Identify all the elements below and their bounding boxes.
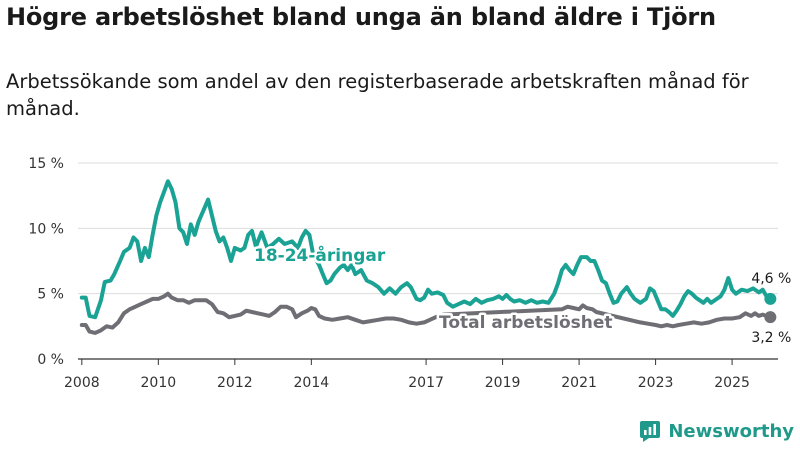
x-tick-label: 2008 [64,375,100,391]
x-tick-label: 2019 [485,375,521,391]
x-tick-label: 2017 [408,375,444,391]
end-value-total-halo: 3,2 % [751,330,791,346]
y-tick-label: 5 % [37,287,64,303]
x-tick-label: 2021 [561,375,597,391]
end-marker-total [764,311,777,324]
newsworthy-logo: Newsworthy [639,418,794,444]
end-value-18-24: 4,6 % [751,271,791,287]
gridlines: 0 % 5 % 10 % 15 % 2008 2010 2012 2014 2017 2019 20… [28,156,778,391]
series-lines [79,179,777,335]
series-line-18-24 [79,179,773,320]
y-tick-label: 15 % [28,156,64,172]
series-label-total-halo: Total arbetslöshet [439,313,613,333]
end-value-total: 3,2 % [751,330,791,346]
series-label-18-24: 18-24-åringar [254,244,386,266]
series-line-total [79,291,773,335]
series-label-18-24-halo: 18-24-åringar [254,244,386,266]
y-tick-label: 10 % [28,221,64,237]
x-tick-label: 2025 [714,375,750,391]
chart-title: Högre arbetslöshet bland unga än bland ä… [6,3,716,31]
x-tick-label: 2012 [217,375,253,391]
x-tick-label: 2010 [141,375,177,391]
chart-subtitle: Arbetssökande som andel av den registerb… [6,70,749,120]
y-tick-label: 0 % [37,352,64,368]
end-value-18-24-halo: 4,6 % [751,271,791,287]
x-tick-label: 2023 [638,375,674,391]
x-tick-label: 2014 [294,375,330,391]
newsworthy-logo-text: Newsworthy [668,420,794,442]
series-label-total: Total arbetslöshet [439,313,613,333]
end-marker-18-24 [764,292,777,305]
newsworthy-logo-icon [640,421,661,442]
